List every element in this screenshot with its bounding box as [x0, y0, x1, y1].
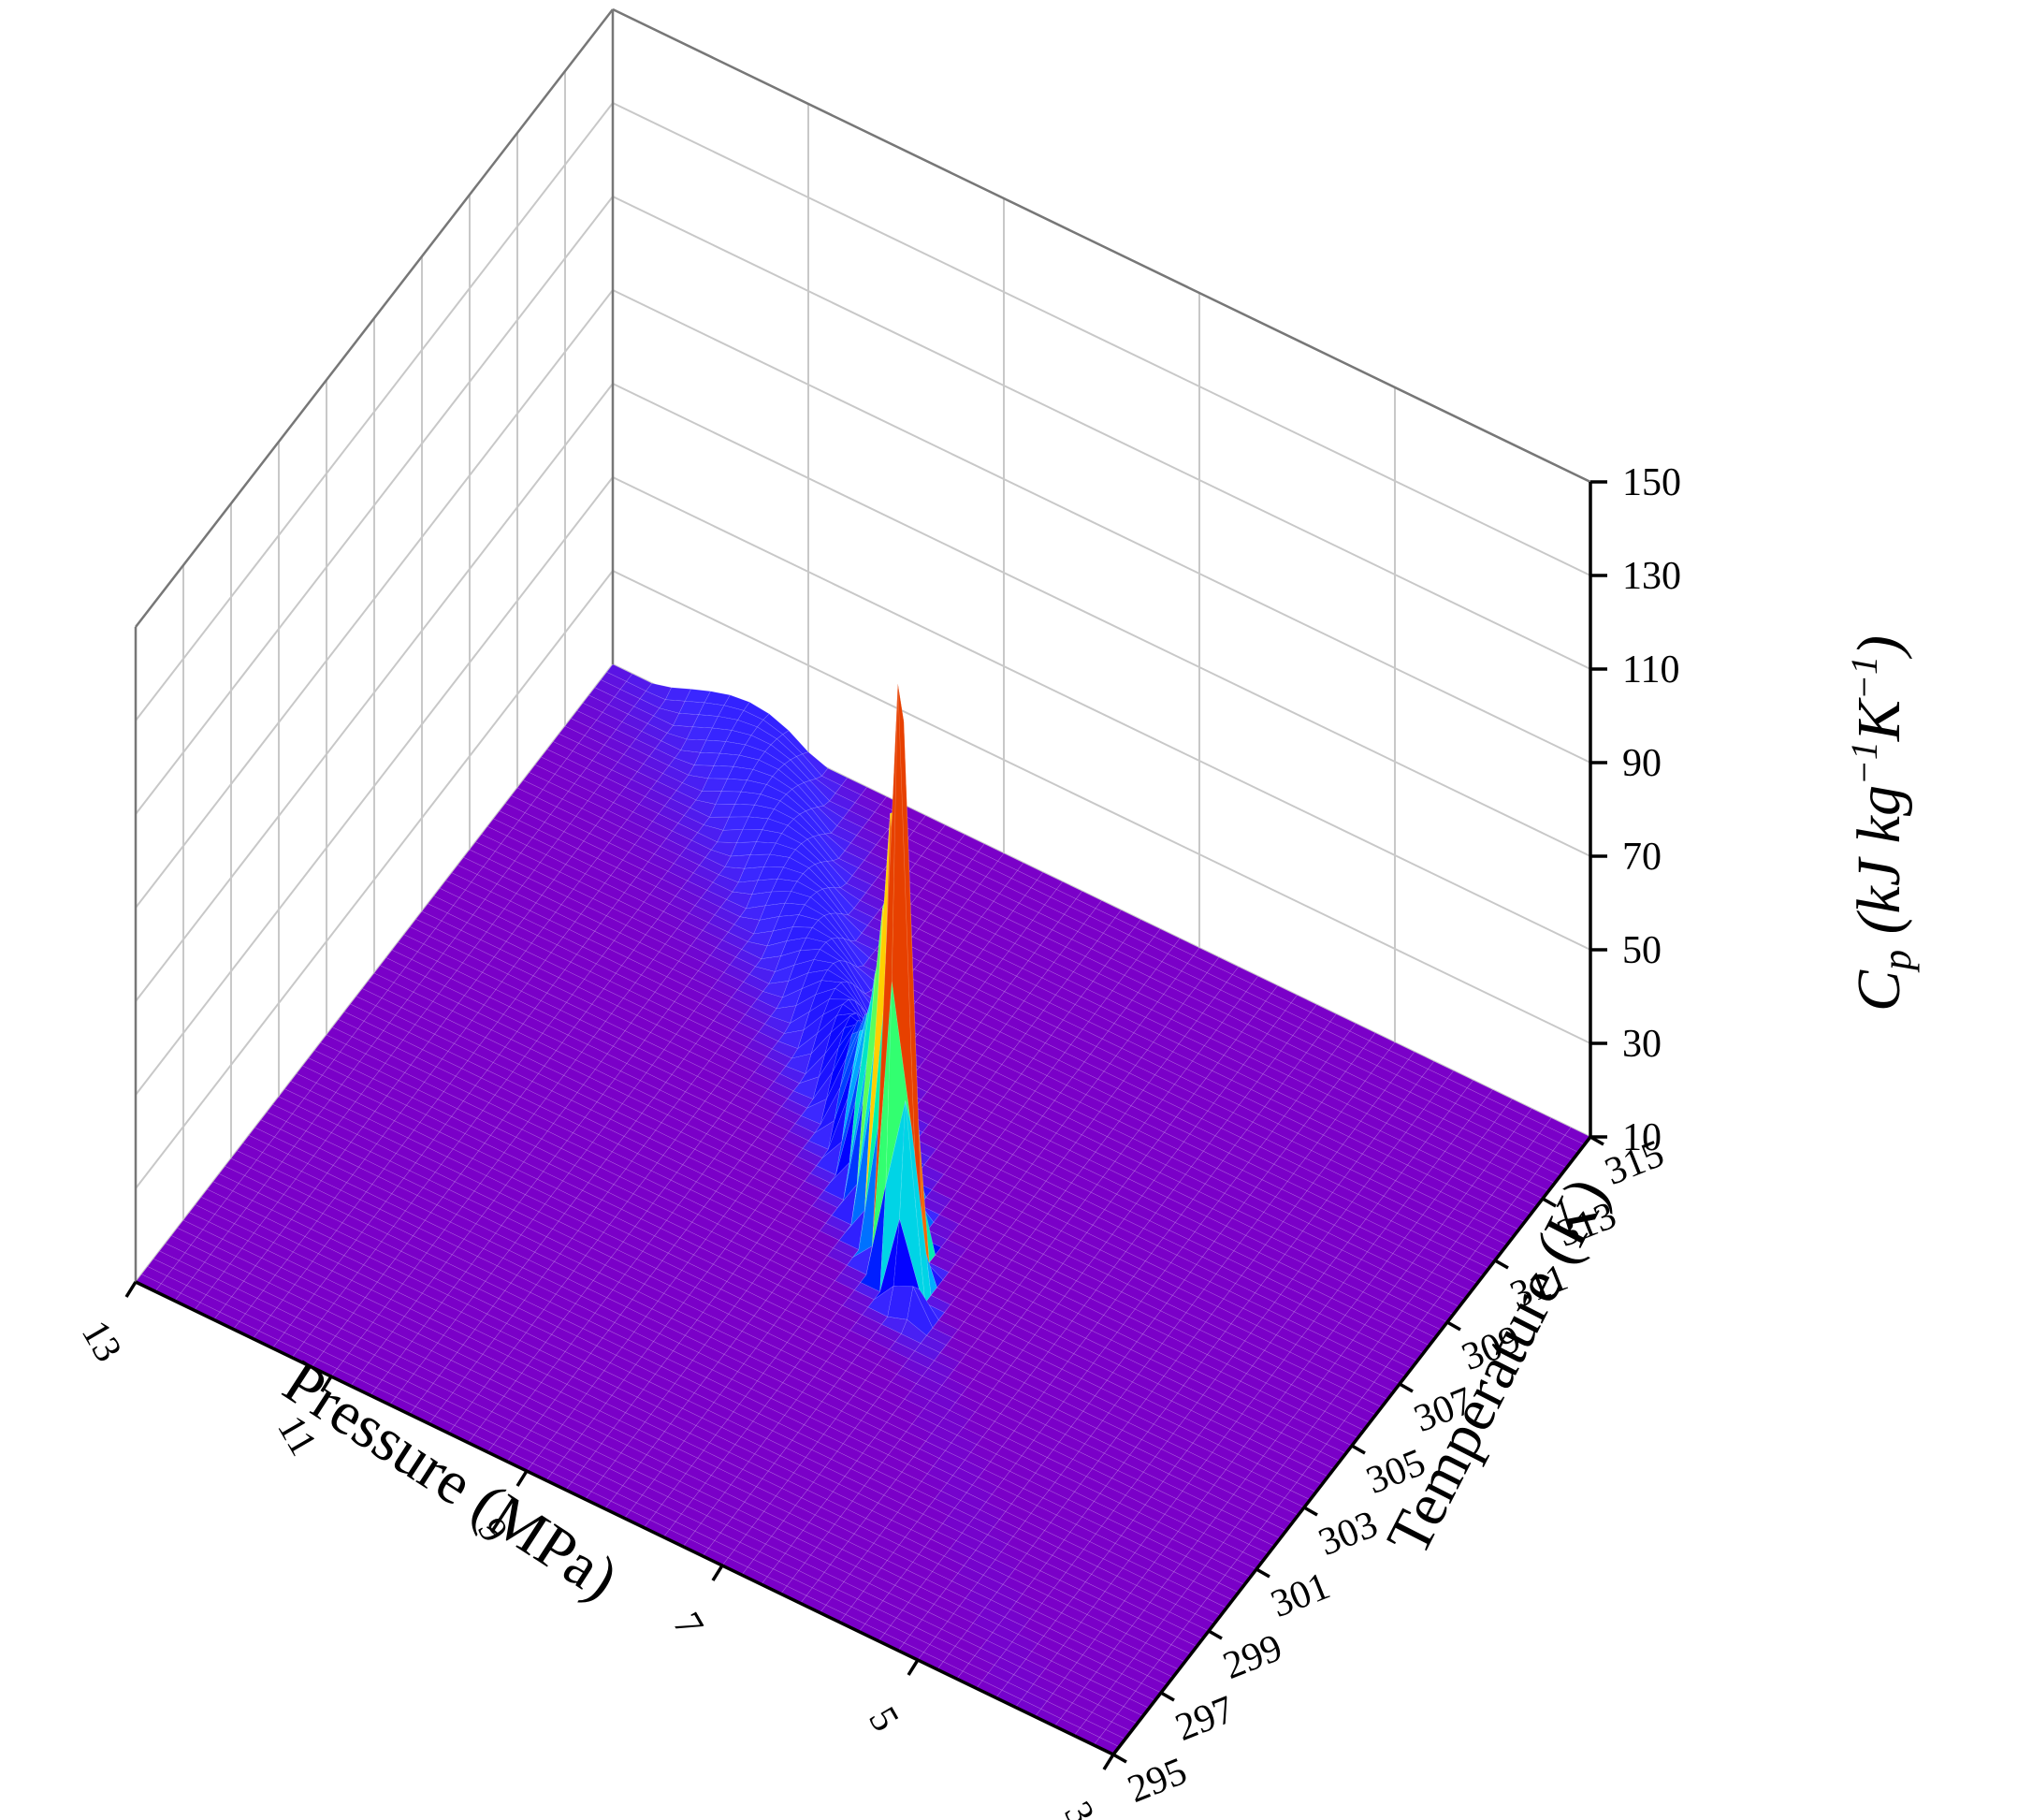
z-axis-title-sub: p: [1874, 950, 1920, 973]
x-tick: [320, 1376, 333, 1392]
surface-plot: [135, 663, 1591, 1755]
x-tick-label: 5: [860, 1700, 907, 1739]
gridline: [612, 570, 1591, 1044]
z-axis-title: Cp (kJ kg−1K−1): [1843, 635, 1920, 1012]
x-tick-label: 3: [1055, 1795, 1102, 1820]
frame-edge: [135, 8, 614, 628]
z-tick-label: 110: [1622, 648, 1679, 692]
z-axis-title-mid: K: [1845, 697, 1913, 742]
gridline: [612, 196, 1591, 670]
y-tick: [1255, 1567, 1270, 1579]
y-tick: [1160, 1691, 1175, 1702]
x-tick: [515, 1470, 529, 1487]
y-tick: [1351, 1444, 1366, 1455]
y-tick-label: 297: [1169, 1688, 1241, 1750]
y-tick-label: 299: [1217, 1626, 1288, 1688]
y-tick: [1303, 1506, 1318, 1517]
z-tick-label: 90: [1622, 742, 1662, 785]
y-tick: [1494, 1259, 1509, 1270]
y-tick: [1399, 1382, 1414, 1393]
x-axis-line: [135, 1280, 1114, 1756]
x-tick: [907, 1659, 920, 1676]
z-tick-label: 30: [1622, 1023, 1662, 1066]
gridline: [135, 196, 614, 815]
z-axis-title-close: ): [1845, 635, 1913, 660]
x-tick-label: 7: [664, 1606, 711, 1644]
y-tick: [1112, 1753, 1127, 1764]
z-axis-title-exp2: −1: [1843, 656, 1885, 700]
y-tick-label: 303: [1313, 1503, 1384, 1565]
gridline: [135, 383, 614, 1002]
x-tick: [124, 1281, 138, 1298]
y-tick: [1446, 1320, 1461, 1332]
gridline: [612, 102, 1591, 576]
x-tick: [1102, 1754, 1115, 1770]
gridline: [135, 289, 614, 909]
z-tick-label: 50: [1622, 929, 1662, 972]
z-axis-title-exp1: −1: [1843, 741, 1885, 785]
y-tick: [1542, 1197, 1557, 1208]
z-axis-title-open: (kJ kg: [1845, 785, 1913, 950]
x-tick-label: 13: [73, 1314, 130, 1369]
gridline: [612, 476, 1591, 951]
z-tick-label: 10: [1622, 1116, 1662, 1159]
x-tick: [711, 1565, 724, 1581]
gridline: [135, 102, 614, 721]
z-axis-title-symbol: C: [1845, 969, 1913, 1012]
z-tick-label: 130: [1622, 555, 1681, 598]
gridline: [135, 476, 614, 1096]
frame-edge: [612, 7, 1591, 484]
y-tick: [1208, 1629, 1223, 1640]
y-tick-label: 301: [1265, 1565, 1336, 1626]
gridline: [612, 289, 1591, 764]
gridline: [612, 383, 1591, 857]
y-tick-label: 295: [1122, 1750, 1193, 1812]
gridline: [135, 570, 614, 1189]
z-tick-label: 150: [1622, 461, 1681, 504]
z-tick-label: 70: [1622, 836, 1662, 879]
